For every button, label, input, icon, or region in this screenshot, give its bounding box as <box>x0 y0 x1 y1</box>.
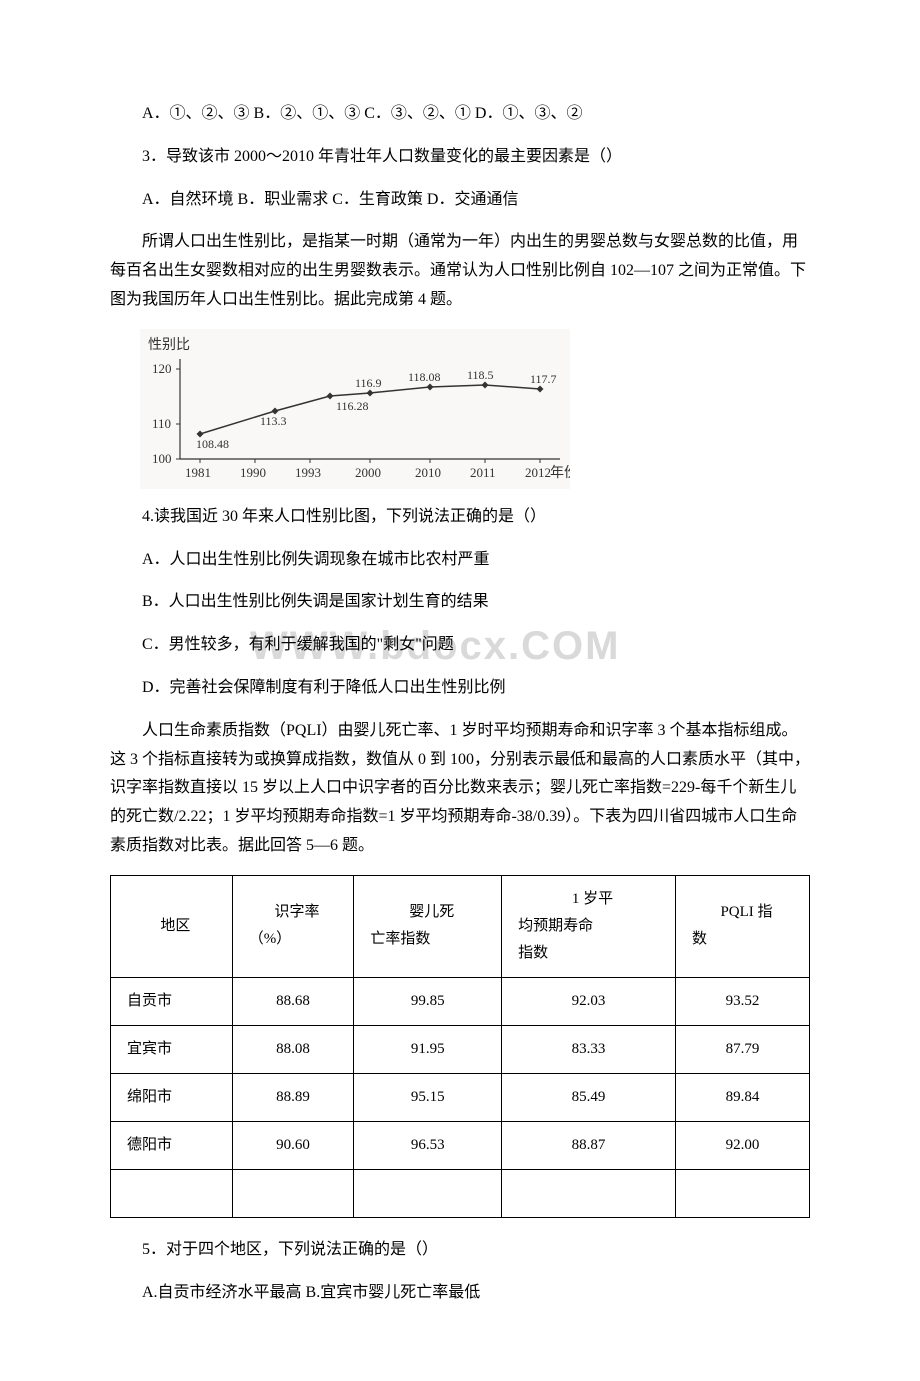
table-cell <box>675 1169 809 1217</box>
table-cell <box>232 1169 354 1217</box>
svg-text:2010: 2010 <box>415 465 441 480</box>
svg-text:2000: 2000 <box>355 465 381 480</box>
col-life: 1 岁平 均预期寿命 指数 <box>502 875 676 977</box>
svg-text:116.28: 116.28 <box>336 399 369 413</box>
col-literacy: 识字率 （%） <box>232 875 354 977</box>
sex-ratio-chart: 性别比 年份 100 110 120 1981 1990 1993 2000 2010 201… <box>140 329 570 489</box>
svg-text:110: 110 <box>152 416 171 431</box>
svg-text:117.7: 117.7 <box>530 372 557 386</box>
table-cell <box>502 1169 676 1217</box>
q4-option-d: D．完善社会保障制度有利于降低人口出生性别比例 <box>110 674 810 703</box>
question-3-options: A．自然环境 B．职业需求 C．生育政策 D．交通通信 <box>110 186 810 215</box>
svg-text:116.9: 116.9 <box>355 376 382 390</box>
table-cell <box>111 1169 233 1217</box>
data-points: 108.48 113.3 116.28 116.9 118.08 118.5 117.7 <box>196 368 557 451</box>
svg-text:1981: 1981 <box>185 465 211 480</box>
svg-text:113.3: 113.3 <box>260 414 287 428</box>
table-cell: 88.89 <box>232 1073 354 1121</box>
table-cell: 88.87 <box>502 1121 676 1169</box>
table-row: 宜宾市88.0891.9583.3387.79 <box>111 1025 810 1073</box>
question-4: 4.读我国近 30 年来人口性别比图，下列说法正确的是（） <box>110 503 810 532</box>
table-row-empty <box>111 1169 810 1217</box>
question-2-options: A．①、②、③ B．②、①、③ C．③、②、① D．①、③、② <box>110 100 810 129</box>
x-ticks: 1981 1990 1993 2000 2010 2011 2012 <box>185 459 551 480</box>
svg-text:100: 100 <box>152 451 172 466</box>
col-pqli: PQLI 指 数 <box>675 875 809 977</box>
table-header-row: 地区 识字率 （%） 婴儿死 亡率指数 1 岁平 均预期寿命 指数 <box>111 875 810 977</box>
question-5: 5．对于四个地区，下列说法正确的是（） <box>110 1236 810 1265</box>
svg-text:2012: 2012 <box>525 465 551 480</box>
col-infant: 婴儿死 亡率指数 <box>354 875 502 977</box>
pqli-table: 地区 识字率 （%） 婴儿死 亡率指数 1 岁平 均预期寿命 指数 <box>110 875 810 1218</box>
svg-text:108.48: 108.48 <box>196 437 229 451</box>
table-cell: 自贡市 <box>111 977 233 1025</box>
table-body: 自贡市88.6899.8592.0393.52宜宾市88.0891.9583.3… <box>111 977 810 1217</box>
pqli-table-wrap: 地区 识字率 （%） 婴儿死 亡率指数 1 岁平 均预期寿命 指数 <box>110 875 810 1218</box>
q4-option-a: A．人口出生性别比例失调现象在城市比农村严重 <box>110 546 810 575</box>
col-region: 地区 <box>111 875 233 977</box>
table-cell: 88.68 <box>232 977 354 1025</box>
svg-text:2011: 2011 <box>470 465 496 480</box>
svg-text:1990: 1990 <box>240 465 266 480</box>
table-cell: 德阳市 <box>111 1121 233 1169</box>
chart-svg: 性别比 年份 100 110 120 1981 1990 1993 2000 2010 201… <box>140 329 570 489</box>
table-cell: 96.53 <box>354 1121 502 1169</box>
table-cell: 87.79 <box>675 1025 809 1073</box>
table-cell: 绵阳市 <box>111 1073 233 1121</box>
table-cell: 90.60 <box>232 1121 354 1169</box>
q4-option-b: B．人口出生性别比例失调是国家计划生育的结果 <box>110 588 810 617</box>
table-cell: 89.84 <box>675 1073 809 1121</box>
table-cell: 91.95 <box>354 1025 502 1073</box>
q4-option-c: C．男性较多，有利于缓解我国的"剩女"问题 <box>110 631 810 660</box>
table-row: 自贡市88.6899.8592.0393.52 <box>111 977 810 1025</box>
question-3: 3．导致该市 2000～2010 年青壮年人口数量变化的最主要因素是（） <box>110 143 810 172</box>
svg-text:120: 120 <box>152 361 172 376</box>
question-5-options: A.自贡市经济水平最高 B.宜宾市婴儿死亡率最低 <box>110 1279 810 1308</box>
table-cell: 99.85 <box>354 977 502 1025</box>
document-content: A．①、②、③ B．②、①、③ C．③、②、① D．①、③、② 3．导致该市 2… <box>110 100 810 1307</box>
table-row: 绵阳市88.8995.1585.4989.84 <box>111 1073 810 1121</box>
table-cell <box>354 1169 502 1217</box>
svg-text:1993: 1993 <box>295 465 321 480</box>
table-cell: 宜宾市 <box>111 1025 233 1073</box>
table-row: 德阳市90.6096.5388.8792.00 <box>111 1121 810 1169</box>
x-axis-label: 年份 <box>550 465 570 481</box>
passage-sex-ratio: 所谓人口出生性别比，是指某一时期（通常为一年）内出生的男婴总数与女婴总数的比值，… <box>110 228 810 314</box>
y-axis-label: 性别比 <box>148 337 190 353</box>
table-cell: 93.52 <box>675 977 809 1025</box>
passage-pqli: 人口生命素质指数（PQLI）由婴儿死亡率、1 岁时平均预期寿命和识字率 3 个基… <box>110 717 810 861</box>
table-cell: 83.33 <box>502 1025 676 1073</box>
table-cell: 95.15 <box>354 1073 502 1121</box>
y-ticks: 100 110 120 <box>152 361 180 466</box>
svg-text:118.08: 118.08 <box>408 370 441 384</box>
table-cell: 92.03 <box>502 977 676 1025</box>
table-cell: 92.00 <box>675 1121 809 1169</box>
table-cell: 85.49 <box>502 1073 676 1121</box>
svg-text:118.5: 118.5 <box>467 368 494 382</box>
table-cell: 88.08 <box>232 1025 354 1073</box>
